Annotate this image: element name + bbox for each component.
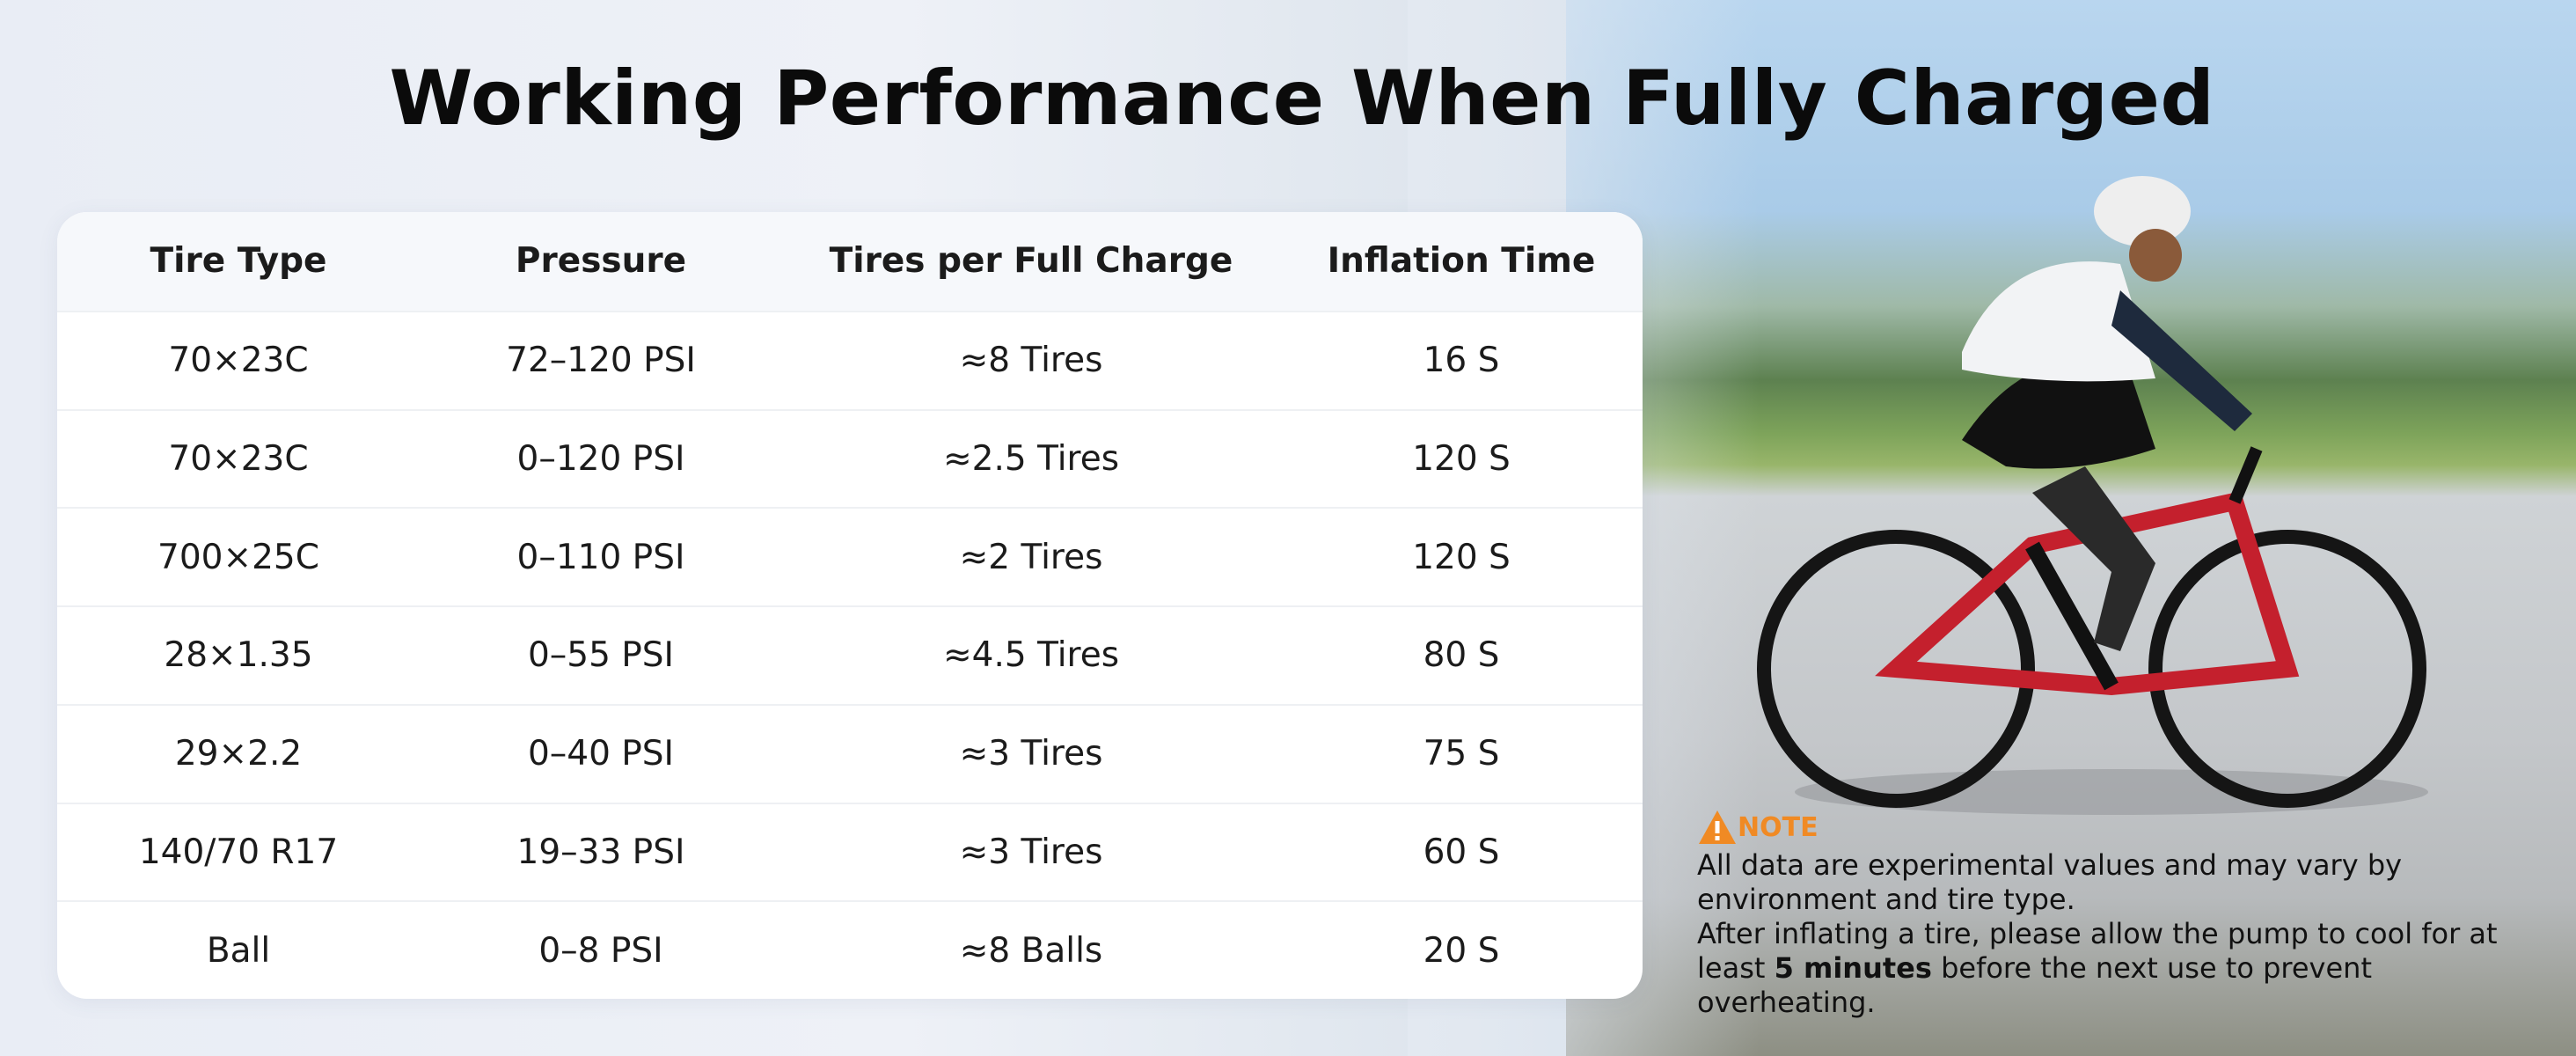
note-box: NOTE All data are experimental values an… [1697,806,2542,1020]
table-cell: ≈3 Tires [959,734,1103,774]
table-cell: 19–33 PSI [516,832,685,872]
column-header: Inflation Time [1327,241,1596,282]
table-cell: 16 S [1423,341,1500,381]
table-header-row: Tire Type Pressure Tires per Full Charge In… [57,212,1643,311]
note-heading: NOTE [1697,806,2542,848]
note-title: NOTE [1738,811,1819,843]
table-row: Ball 0–8 PSI ≈8 Balls 20 S [57,900,1643,999]
table-cell: 0–40 PSI [527,734,675,774]
table-cell: 75 S [1423,734,1500,774]
table-row: 28×1.35 0–55 PSI ≈4.5 Tires 80 S [57,605,1643,704]
table-cell: 29×2.2 [174,734,303,774]
table-cell: 72–120 PSI [506,341,696,381]
performance-table: Tire Type Pressure Tires per Full Charge In… [57,212,1643,999]
table-cell: 120 S [1412,537,1511,577]
table-cell: 70×23C [168,341,309,381]
note-text-part: After inflating a tire, please allow the… [1697,917,2498,985]
table-cell: 0–120 PSI [516,438,685,479]
column-header: Tire Type [150,241,327,282]
table-cell: 20 S [1423,930,1500,971]
table-row: 140/70 R17 19–33 PSI ≈3 Tires 60 S [57,802,1643,901]
note-text: After inflating a tire, please allow the… [1697,917,2542,1020]
note-text: All data are experimental values and may… [1697,848,2403,916]
table-cell: 60 S [1423,832,1500,872]
warning-icon [1699,810,1736,844]
table-row: 70×23C 72–120 PSI ≈8 Tires 16 S [57,310,1643,409]
table-row: 29×2.2 0–40 PSI ≈3 Tires 75 S [57,703,1643,803]
table-cell: 80 S [1423,635,1500,676]
table-cell: 28×1.35 [164,635,313,676]
table-cell: ≈4.5 Tires [942,635,1120,676]
table-cell: 0–110 PSI [516,537,685,577]
note-emphasis: 5 minutes [1774,951,1932,985]
table-cell: 120 S [1412,438,1511,479]
table-cell: ≈3 Tires [959,832,1103,872]
table-row: 70×23C 0–120 PSI ≈2.5 Tires 120 S [57,408,1643,508]
table-cell: Ball [206,930,271,971]
column-header: Pressure [515,241,687,282]
table-cell: 0–55 PSI [527,635,675,676]
column-header: Tires per Full Charge [829,241,1233,282]
table-cell: ≈2.5 Tires [942,438,1120,479]
page-title: Working Performance When Fully Charged [389,55,2215,143]
table-cell: ≈8 Tires [959,341,1103,381]
table-cell: 700×25C [157,537,319,577]
table-cell: ≈2 Tires [959,537,1103,577]
table-cell: 70×23C [168,438,309,479]
table-cell: 140/70 R17 [138,832,339,872]
table-cell: 0–8 PSI [538,930,663,971]
note-text-part: before the next use to prevent overheati… [1697,951,2372,1019]
cyclist-illustration [1757,176,2428,815]
table-cell: ≈8 Balls [959,930,1103,971]
table-row: 700×25C 0–110 PSI ≈2 Tires 120 S [57,507,1643,605]
